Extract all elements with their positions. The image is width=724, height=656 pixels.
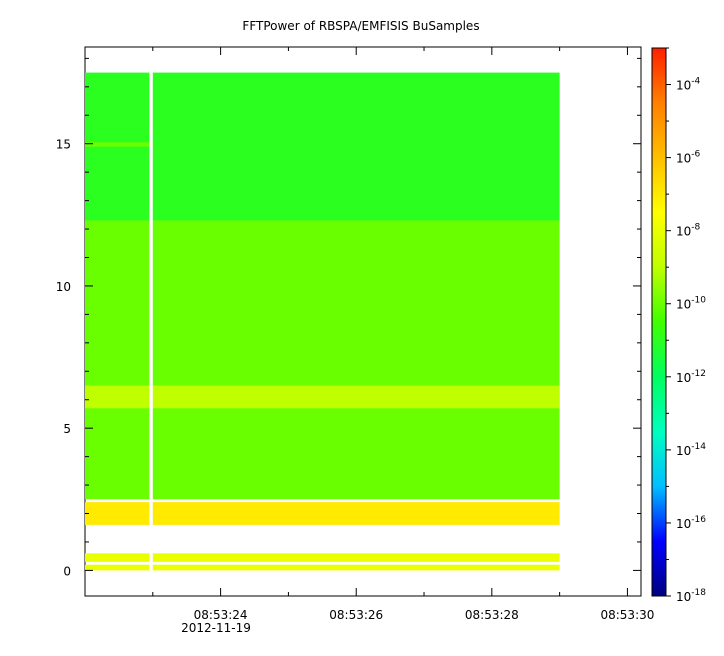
colorbar bbox=[651, 47, 667, 597]
colorbar-tick-label: 10-4 bbox=[676, 77, 701, 93]
x-axis-date-label: 2012-11-19 bbox=[181, 621, 251, 635]
colorbar-tick-label: 10-14 bbox=[676, 442, 706, 458]
band-enhanced-2 bbox=[85, 385, 560, 409]
colorbar-tick-label: 10-16 bbox=[676, 515, 706, 531]
colorbar-tick-label: 10-10 bbox=[676, 296, 706, 312]
colorbar-tick-label: 10-12 bbox=[676, 369, 706, 385]
y-axis: 0 5 10 15 bbox=[56, 57, 641, 578]
colorbar-tick-label: 10-18 bbox=[676, 588, 706, 604]
band-moderate-1 bbox=[85, 220, 560, 500]
data-gap bbox=[149, 72, 153, 571]
band-line-6 bbox=[85, 142, 153, 147]
colorbar-ticks: 10-4 10-6 10-8 10-10 10-12 10-14 10-16 10-18 bbox=[666, 47, 706, 604]
x-tick-label: 08:53:24 bbox=[194, 608, 248, 622]
y-tick-label: 15 bbox=[56, 138, 71, 152]
band-background-0 bbox=[85, 72, 560, 221]
colorbar-tick-label: 10-8 bbox=[676, 223, 701, 239]
band-enhanced-5 bbox=[85, 564, 560, 571]
band-enhanced-4 bbox=[85, 553, 560, 562]
y-tick-label: 10 bbox=[56, 280, 71, 294]
x-axis: 08:53:24 08:53:26 08:53:28 08:53:30 bbox=[152, 47, 654, 622]
x-tick-label: 08:53:28 bbox=[465, 608, 519, 622]
y-tick-label: 5 bbox=[63, 422, 71, 436]
x-tick-label: 08:53:26 bbox=[329, 608, 383, 622]
x-tick-label: 08:53:30 bbox=[600, 608, 654, 622]
chart-title: FFTPower of RBSPA/EMFISIS BuSamples bbox=[242, 19, 479, 33]
band-strong-3 bbox=[85, 502, 560, 525]
y-tick-label: 0 bbox=[63, 564, 71, 578]
colorbar-tick-label: 10-6 bbox=[676, 150, 701, 166]
heatmap-layer bbox=[85, 72, 560, 571]
